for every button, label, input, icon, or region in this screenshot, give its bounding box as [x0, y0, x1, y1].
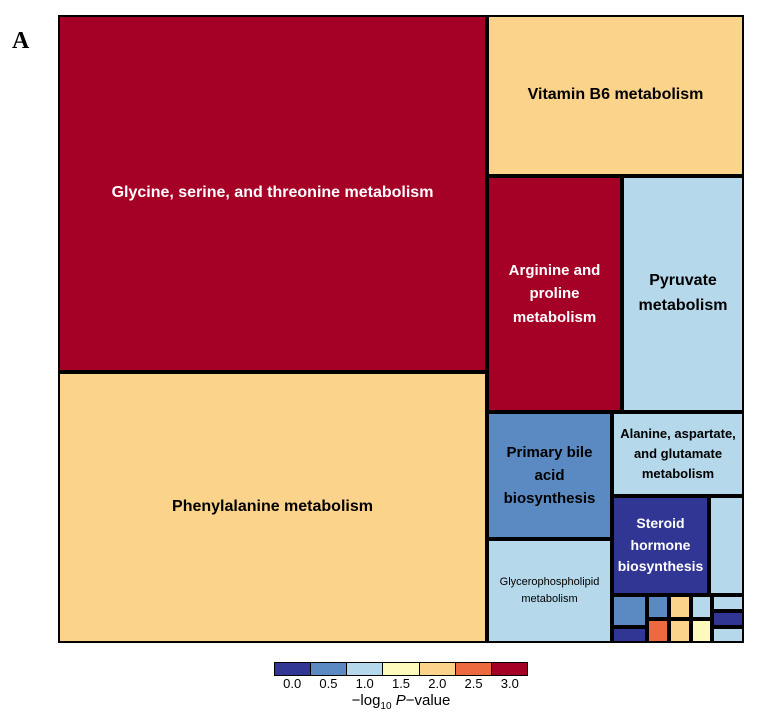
- tile-small-11: [612, 627, 647, 643]
- tile-vitamin-b6-metabolism: Vitamin B6 metabolism: [487, 15, 744, 176]
- legend-swatch: [311, 663, 348, 675]
- tile-alanine-aspartate-and-glutamate-metabolism: Alanine, aspartate, and glutamate metabo…: [612, 412, 744, 496]
- legend-swatch: [275, 663, 312, 675]
- tile-small-19: [691, 619, 712, 643]
- legend-title-italic: P: [395, 692, 406, 709]
- color-legend-title: −log10 P−value: [274, 692, 528, 712]
- tile-arginine-and-proline-metabolism: Arginine and proline metabolism: [487, 176, 622, 412]
- legend-tick-label: 2.0: [428, 676, 447, 691]
- tile-small-9: [709, 496, 744, 595]
- legend-swatch: [419, 663, 456, 675]
- legend-swatch: [383, 663, 420, 675]
- legend-title-sub: 10: [380, 701, 392, 712]
- tile-small-12: [647, 595, 669, 619]
- tile-primary-bile-acid-biosynthesis: Primary bile acid biosynthesis: [487, 412, 612, 539]
- tile-phenylalanine-metabolism: Phenylalanine metabolism: [58, 372, 487, 643]
- legend-tick-label: 2.5: [464, 676, 483, 691]
- tile-small-14: [691, 595, 712, 619]
- tile-label: Primary bile acid biosynthesis: [503, 443, 596, 508]
- tile-label: Pyruvate metabolism: [638, 272, 728, 314]
- tile-label: Steroid hormone biosynthesis: [617, 514, 704, 575]
- tile-label: Arginine and proline metabolism: [508, 262, 601, 326]
- legend-tick-label: 0.0: [283, 676, 302, 691]
- tile-pyruvate-metabolism: Pyruvate metabolism: [622, 176, 744, 412]
- tile-steroid-hormone-biosynthesis: Steroid hormone biosynthesis: [612, 496, 709, 595]
- legend-swatch: [347, 663, 384, 675]
- legend-tick-label: 0.5: [319, 676, 338, 691]
- tile-label: Glycerophospholipid metabolism: [499, 575, 600, 605]
- tile-small-20: [712, 627, 744, 643]
- tile-label: Phenylalanine metabolism: [172, 498, 373, 516]
- tile-glycerophospholipid-metabolism: Glycerophospholipid metabolism: [487, 539, 612, 643]
- tile-small-17: [647, 619, 669, 643]
- color-legend-ticks: 0.0 0.5 1.0 1.5 2.0 2.5 3.0: [274, 676, 528, 694]
- tile-glycine-serine-and-threonine-metabolism: Glycine, serine, and threonine metabolis…: [58, 15, 487, 372]
- tile-small-18: [669, 619, 691, 643]
- tile-label: Alanine, aspartate, and glutamate metabo…: [620, 425, 736, 482]
- tile-label: Vitamin B6 metabolism: [527, 86, 704, 104]
- legend-title-suffix: −value: [405, 692, 451, 709]
- legend-swatch: [491, 663, 527, 675]
- color-legend-bar: [274, 662, 528, 676]
- legend-swatch: [455, 663, 492, 675]
- legend-tick-label: 3.0: [500, 676, 519, 691]
- legend-tick-label: 1.5: [391, 676, 411, 691]
- tile-small-15: [712, 595, 744, 611]
- panel-label: A: [12, 28, 30, 54]
- tile-label: Glycine, serine, and threonine metabolis…: [111, 184, 434, 202]
- legend-tick-label: 1.0: [355, 676, 374, 691]
- legend-title-prefix: −log: [351, 692, 381, 709]
- tile-small-10: [612, 595, 647, 627]
- tile-small-13: [669, 595, 691, 619]
- tile-small-16: [712, 611, 744, 627]
